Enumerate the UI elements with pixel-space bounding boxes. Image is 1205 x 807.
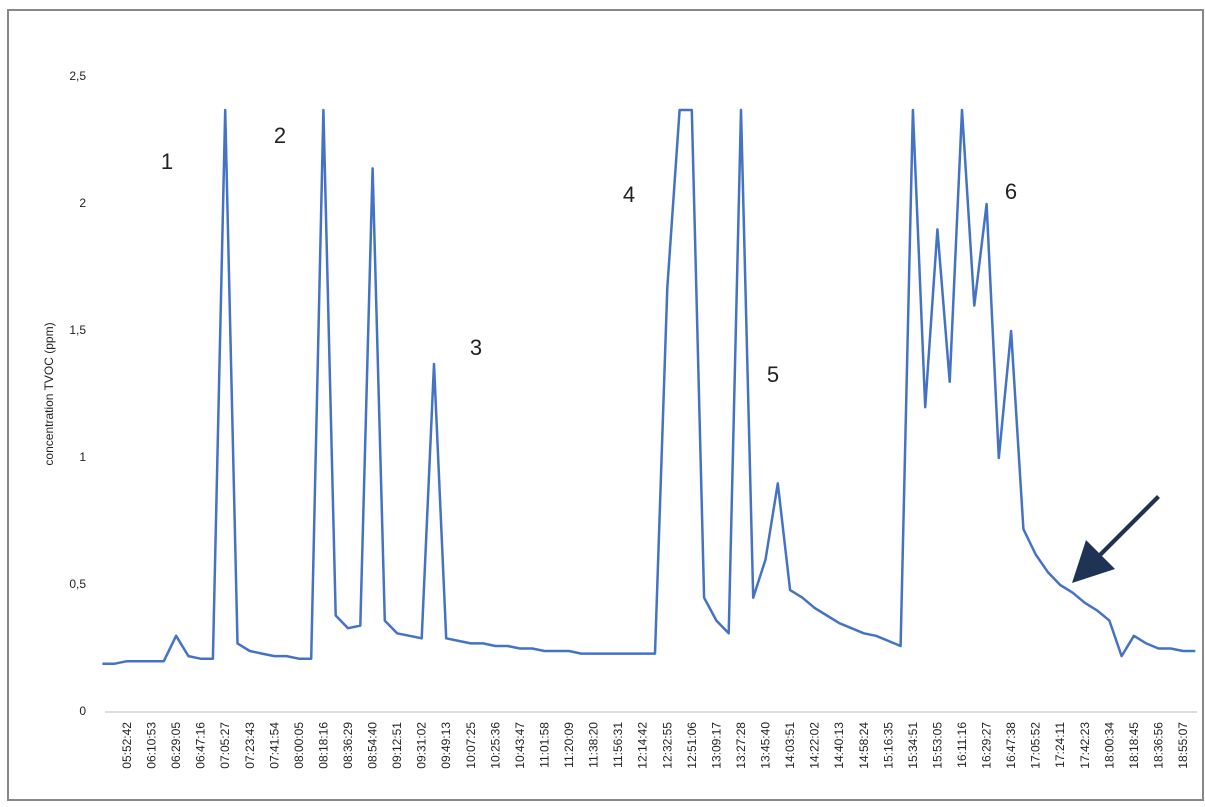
x-tick-label: 14:40:13 xyxy=(832,722,846,769)
x-tick-label: 18:18:45 xyxy=(1127,722,1141,769)
y-tick-label: 1 xyxy=(79,450,86,464)
x-tick-label: 12:32:55 xyxy=(660,722,674,769)
x-tick-label: 10:43:47 xyxy=(513,722,527,769)
x-tick-label: 16:29:27 xyxy=(980,722,994,769)
x-tick-label: 13:45:40 xyxy=(759,722,773,769)
x-tick-label: 18:55:07 xyxy=(1176,722,1190,769)
x-tick-label: 11:56:31 xyxy=(611,722,625,768)
x-tick-label: 17:42:23 xyxy=(1078,722,1092,769)
x-tick-label: 15:53:05 xyxy=(930,722,944,769)
y-tick-label: 0,5 xyxy=(69,577,86,591)
x-tick-label: 05:52:42 xyxy=(120,722,134,769)
x-tick-label: 08:18:16 xyxy=(316,722,330,769)
y-axis-label: concentration TVOC (ppm) xyxy=(42,322,56,465)
x-tick-label: 18:36:56 xyxy=(1151,722,1165,769)
annotation: 4 xyxy=(623,182,635,207)
x-tick-label: 16:11:16 xyxy=(955,722,969,768)
annotation: 3 xyxy=(470,335,482,360)
x-tick-label: 11:38:20 xyxy=(587,722,601,768)
x-tick-label: 06:29:05 xyxy=(169,722,183,769)
annotation: 5 xyxy=(767,362,779,387)
y-tick-label: 1,5 xyxy=(69,323,86,337)
y-tick-label: 2 xyxy=(79,196,86,210)
x-tick-label: 07:05:27 xyxy=(218,722,232,769)
x-tick-label: 13:09:17 xyxy=(709,722,723,769)
y-tick-label: 0 xyxy=(79,704,86,718)
arrow xyxy=(1072,495,1160,583)
x-tick-label: 08:36:29 xyxy=(341,722,355,769)
annotation: 2 xyxy=(274,123,286,148)
x-tick-label: 07:41:54 xyxy=(267,722,281,769)
x-tick-label: 09:49:13 xyxy=(439,722,453,769)
x-tick-label: 17:24:11 xyxy=(1053,722,1067,768)
x-tick-label: 12:51:06 xyxy=(685,722,699,769)
x-tick-label: 13:27:28 xyxy=(734,722,748,769)
x-tick-label: 15:34:51 xyxy=(906,722,920,769)
x-tick-label: 14:58:24 xyxy=(857,722,871,769)
x-tick-label: 17:05:52 xyxy=(1029,722,1043,769)
x-tick-label: 06:47:16 xyxy=(194,722,208,769)
x-tick-label: 09:31:02 xyxy=(415,722,429,769)
x-tick-label: 14:22:02 xyxy=(808,722,822,769)
chart-frame xyxy=(7,9,1204,801)
x-tick-label: 16:47:38 xyxy=(1004,722,1018,769)
annotation: 1 xyxy=(161,149,173,174)
x-tick-label: 07:23:43 xyxy=(243,722,257,769)
x-tick-label: 08:00:05 xyxy=(292,722,306,769)
x-tick-label: 14:03:51 xyxy=(783,722,797,769)
x-tick-label: 18:00:34 xyxy=(1102,722,1116,769)
x-tick-label: 09:12:51 xyxy=(390,722,404,769)
x-tick-label: 11:01:58 xyxy=(537,722,551,768)
x-tick-label: 06:10:53 xyxy=(145,722,159,769)
x-tick-label: 10:07:25 xyxy=(464,722,478,769)
x-tick-label: 11:20:09 xyxy=(562,722,576,768)
x-tick-label: 12:14:42 xyxy=(636,722,650,769)
annotation: 6 xyxy=(1005,179,1017,204)
y-tick-label: 2,5 xyxy=(69,69,86,83)
data-line xyxy=(102,108,1196,665)
x-tick-label: 10:25:36 xyxy=(488,722,502,769)
x-tick-label: 08:54:40 xyxy=(366,722,380,769)
x-tick-label: 15:16:35 xyxy=(881,722,895,769)
